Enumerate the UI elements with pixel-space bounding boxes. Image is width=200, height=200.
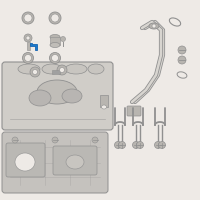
- Circle shape: [154, 142, 162, 148]
- FancyBboxPatch shape: [2, 132, 108, 193]
- Ellipse shape: [88, 64, 104, 74]
- Ellipse shape: [65, 64, 87, 74]
- Circle shape: [24, 34, 32, 42]
- Circle shape: [52, 54, 58, 62]
- Polygon shape: [30, 43, 37, 50]
- FancyBboxPatch shape: [53, 146, 97, 175]
- Circle shape: [136, 142, 144, 148]
- Bar: [26, 42, 30, 50]
- FancyBboxPatch shape: [127, 106, 141, 116]
- Circle shape: [22, 12, 34, 24]
- Circle shape: [132, 142, 140, 148]
- Circle shape: [12, 137, 18, 143]
- Circle shape: [178, 46, 186, 54]
- Circle shape: [92, 137, 98, 143]
- Circle shape: [50, 52, 60, 64]
- Circle shape: [30, 67, 40, 77]
- Bar: [100, 95, 108, 107]
- Ellipse shape: [37, 80, 77, 104]
- Bar: [50, 37, 60, 45]
- FancyBboxPatch shape: [6, 143, 45, 177]
- Circle shape: [52, 137, 58, 143]
- Ellipse shape: [62, 89, 82, 103]
- Circle shape: [24, 54, 32, 62]
- Ellipse shape: [15, 153, 35, 171]
- Ellipse shape: [42, 64, 62, 74]
- Circle shape: [114, 142, 122, 148]
- Circle shape: [60, 36, 66, 42]
- Ellipse shape: [29, 90, 51, 106]
- Ellipse shape: [18, 64, 40, 74]
- Circle shape: [152, 24, 156, 28]
- Circle shape: [22, 52, 34, 64]
- Ellipse shape: [50, 34, 60, 40]
- FancyBboxPatch shape: [2, 62, 113, 130]
- Circle shape: [158, 142, 166, 148]
- Ellipse shape: [50, 43, 60, 47]
- Circle shape: [178, 56, 186, 64]
- Circle shape: [51, 14, 59, 22]
- Ellipse shape: [149, 23, 159, 29]
- Circle shape: [24, 14, 32, 22]
- Ellipse shape: [66, 155, 84, 169]
- Ellipse shape: [102, 105, 106, 109]
- Circle shape: [60, 68, 64, 72]
- Circle shape: [26, 36, 30, 40]
- Circle shape: [32, 70, 38, 74]
- Circle shape: [49, 12, 61, 24]
- Bar: [52, 70, 60, 74]
- Circle shape: [57, 65, 67, 75]
- Circle shape: [118, 142, 126, 148]
